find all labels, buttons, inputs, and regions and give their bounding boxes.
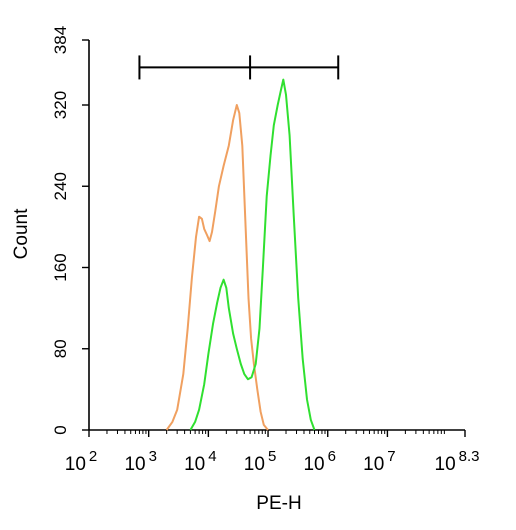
- axes: [88, 40, 465, 431]
- x-axis-label: PE-H: [256, 493, 301, 514]
- series-line-1: [165, 104, 269, 431]
- x-tick-label: 10 7: [363, 448, 395, 475]
- y-tick-label: 80: [51, 339, 70, 358]
- x-tick-label: 10 8.3: [435, 448, 480, 475]
- y-tick-label: 320: [51, 91, 70, 119]
- y-tick-label: 384: [51, 26, 70, 54]
- y-tick-label: 240: [51, 172, 70, 200]
- series-layer: [165, 78, 316, 431]
- y-tick-label: 0: [51, 425, 70, 434]
- x-tick-label: 10 4: [184, 448, 216, 475]
- y-tick-label: 160: [51, 253, 70, 281]
- x-tick-label: 10 6: [303, 448, 335, 475]
- series-line-2: [189, 78, 316, 431]
- y-axis-label: Count: [11, 208, 32, 259]
- x-tick-label: 10 3: [124, 448, 156, 475]
- y-ticks: 0 80 160 240 320 384: [51, 26, 89, 435]
- x-tick-label: 10 2: [65, 448, 97, 475]
- gate-marker: [138, 55, 340, 80]
- x-ticks: 10 2 10 3 10 4 10 5 10 6 10 7 10 8.3: [65, 430, 480, 475]
- x-tick-label: 10 5: [244, 448, 276, 475]
